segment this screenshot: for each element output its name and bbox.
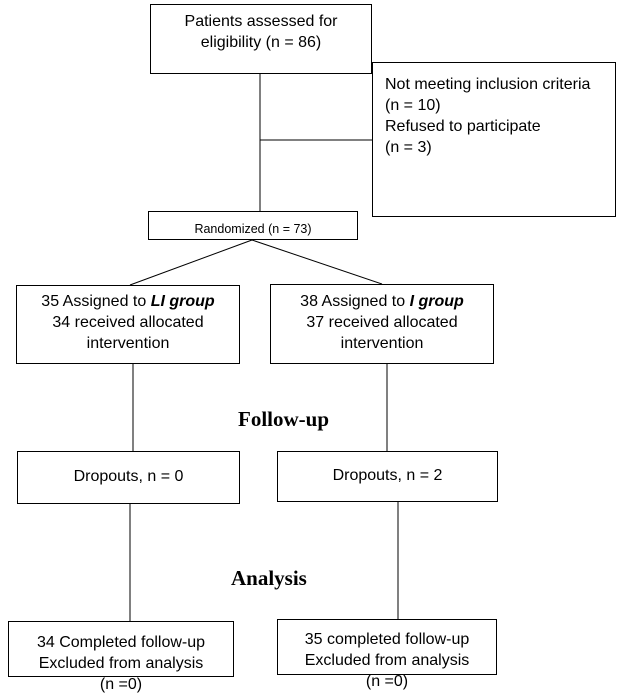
li-assigned-prefix: 35 Assigned to	[41, 293, 151, 310]
i-dropouts-label: Dropouts, n = 2	[332, 467, 443, 484]
i-completed-line: 35 completed follow-up	[304, 631, 470, 648]
li-analysis-box: 34 Completed follow-up Excluded from ana…	[8, 621, 234, 693]
li-intervention-line: intervention	[86, 335, 170, 352]
screening-line2: eligibility (n = 86)	[200, 34, 322, 51]
i-received-line: 37 received allocated	[306, 314, 458, 331]
li-excluded-n: (n =0)	[99, 676, 143, 693]
i-analysis-box: 35 completed follow-up Excluded from ana…	[277, 619, 497, 690]
i-excluded-n: (n =0)	[365, 673, 409, 690]
exclusions-box: Not meeting inclusion criteria (n = 10) …	[372, 62, 616, 217]
i-excluded-line: Excluded from analysis	[304, 652, 470, 669]
randomized-box: Randomized (n = 73)	[148, 211, 358, 240]
li-completed-line: 34 Completed follow-up	[36, 634, 206, 651]
flow-connectors	[129, 74, 399, 621]
li-group-name: LI group	[150, 293, 215, 310]
connector-randomized-i	[251, 239, 383, 285]
analysis-stage-label: Analysis	[231, 566, 307, 590]
i-group-name: I group	[409, 293, 464, 310]
i-group-allocation-box: 38 Assigned to I group 37 received alloc…	[270, 284, 494, 364]
followup-stage-label: Follow-up	[238, 407, 330, 431]
screening-line1: Patients assessed for	[184, 13, 338, 30]
connector-randomized-li	[129, 239, 253, 286]
exclusions-line3: Refused to participate	[385, 118, 541, 135]
randomized-label: Randomized (n = 73)	[194, 222, 312, 236]
li-dropouts-box: Dropouts, n = 0	[17, 451, 240, 504]
li-dropouts-label: Dropouts, n = 0	[73, 468, 184, 485]
i-intervention-line: intervention	[340, 335, 424, 352]
li-excluded-line: Excluded from analysis	[38, 655, 204, 672]
li-group-allocation-box: 35 Assigned to LI group 34 received allo…	[16, 285, 240, 364]
li-received-line: 34 received allocated	[52, 314, 204, 331]
li-assigned-line: 35 Assigned to LI group	[17, 291, 239, 312]
exclusions-line2: (n = 10)	[385, 97, 441, 114]
i-assigned-prefix: 38 Assigned to	[300, 293, 410, 310]
i-dropouts-box: Dropouts, n = 2	[277, 451, 498, 502]
screening-box: Patients assessed for eligibility (n = 8…	[150, 4, 372, 74]
exclusions-line1: Not meeting inclusion criteria	[385, 76, 591, 93]
i-assigned-line: 38 Assigned to I group	[271, 291, 493, 312]
exclusions-line4: (n = 3)	[385, 139, 432, 156]
